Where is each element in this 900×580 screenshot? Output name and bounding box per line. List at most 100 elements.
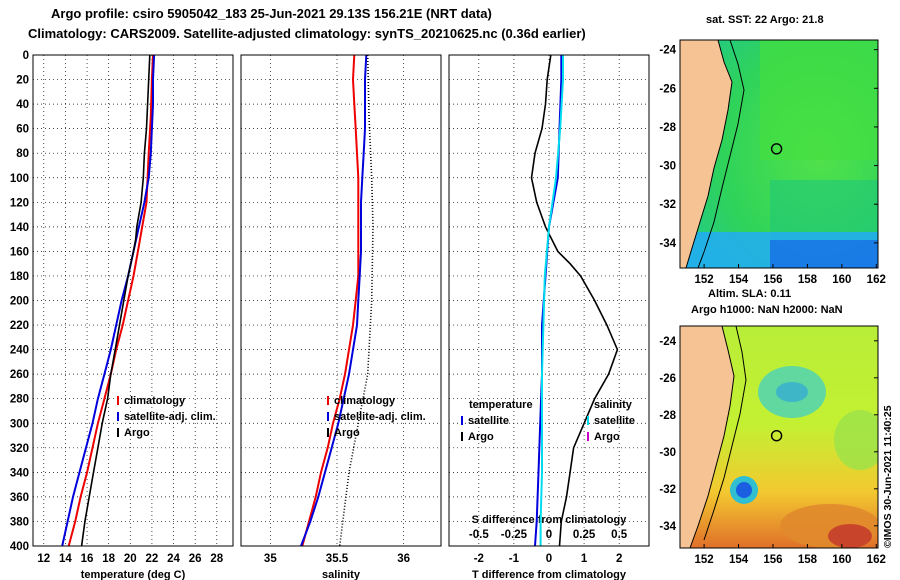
series-satellite-adj-clim- bbox=[61, 54, 156, 547]
y-tick-label: 320 bbox=[10, 443, 29, 455]
series-argo bbox=[338, 54, 374, 547]
y-tick-label: 260 bbox=[10, 369, 29, 381]
legend-heading-salinity: salinity bbox=[594, 399, 633, 411]
panel-frame bbox=[240, 54, 442, 547]
x-axis-label: temperature (deg C) bbox=[81, 569, 186, 580]
x-tick-label: 14 bbox=[59, 553, 72, 565]
legend-label: satellite-adj. clim. bbox=[124, 411, 216, 423]
map-lat-label: -28 bbox=[659, 122, 676, 134]
panel-frame bbox=[448, 54, 650, 547]
x-tick-label: 18 bbox=[102, 553, 115, 565]
x2-tick-label: 0 bbox=[546, 529, 552, 541]
x-tick-label: 16 bbox=[81, 553, 94, 565]
profile-panels: 12 14 16 18 20 22 24 26 280204060801001201401601… bbox=[10, 50, 650, 580]
map-lon-label: 158 bbox=[798, 274, 818, 286]
y-tick-label: 120 bbox=[10, 197, 29, 209]
sla-map-title: Altim. SLA: 0.11 bbox=[708, 288, 791, 300]
sla-map-subtitle: Argo h1000: NaN h2000: NaN bbox=[691, 304, 843, 316]
map-lon-label: 152 bbox=[695, 554, 714, 566]
sst-map-frame bbox=[679, 39, 879, 269]
sst-map: sat. SST: 22 Argo: 21.8 152 154 156 158 160 1… bbox=[659, 14, 885, 286]
map-lon-label: 152 bbox=[695, 274, 714, 286]
sla-map-frame bbox=[679, 325, 879, 549]
y-tick-label: 140 bbox=[10, 222, 29, 234]
x2-tick-label: -0.5 bbox=[469, 529, 489, 541]
series-climatology bbox=[301, 54, 360, 547]
x-tick-label: 2 bbox=[616, 553, 622, 565]
map-lon-label: 154 bbox=[729, 554, 749, 566]
y-tick-label: 60 bbox=[16, 124, 29, 136]
map-lon-label: 160 bbox=[832, 274, 851, 286]
y-tick-label: 40 bbox=[16, 99, 29, 111]
map-lat-label: -24 bbox=[659, 45, 676, 57]
legend-label: Argo bbox=[334, 427, 360, 439]
y-tick-label: 220 bbox=[10, 320, 29, 332]
legend-label: Argo bbox=[124, 427, 150, 439]
map-lon-label: 156 bbox=[763, 554, 782, 566]
map-lat-label: -32 bbox=[659, 199, 676, 211]
x-tick-label: 35.5 bbox=[326, 553, 349, 565]
map-lat-label: -30 bbox=[659, 447, 676, 459]
sst-land bbox=[680, 40, 732, 268]
map-lon-label: 162 bbox=[867, 274, 886, 286]
y-tick-label: 340 bbox=[10, 467, 29, 479]
sla-map: Altim. SLA: 0.11 Argo h1000: NaN h2000: … bbox=[659, 288, 886, 566]
x-tick-label: 35 bbox=[264, 553, 277, 565]
x-tick-label: 26 bbox=[189, 553, 202, 565]
legend-label: climatology bbox=[334, 395, 396, 407]
x-tick-label: 36 bbox=[397, 553, 410, 565]
map-lat-label: -34 bbox=[659, 238, 676, 250]
legend-label-temperature: satellite bbox=[468, 415, 509, 427]
map-lat-label: -24 bbox=[659, 336, 676, 348]
y-tick-label: 20 bbox=[16, 75, 29, 87]
x2-tick-label: -0.25 bbox=[501, 529, 528, 541]
x-axis-label: T difference from climatology bbox=[472, 569, 627, 580]
x2-tick-label: 0.25 bbox=[573, 529, 596, 541]
y-tick-label: 80 bbox=[16, 148, 29, 160]
map-lon-label: 158 bbox=[798, 554, 818, 566]
y-tick-label: 160 bbox=[10, 246, 29, 258]
x-tick-label: -2 bbox=[474, 553, 484, 565]
x-tick-label: 24 bbox=[167, 553, 180, 565]
legend-label: climatology bbox=[124, 395, 186, 407]
legend-label-temperature: Argo bbox=[468, 431, 494, 443]
panel-difference-from-climatology: -2 -1 0 1 2 -0.5 -0.25 0 0.25 0.5 S difference fro… bbox=[448, 54, 650, 580]
y-tick-label: 300 bbox=[10, 418, 29, 430]
x-tick-label: -1 bbox=[509, 553, 520, 565]
map-lon-label: 154 bbox=[729, 274, 749, 286]
map-lon-label: 160 bbox=[832, 554, 851, 566]
figure-title-line1: Argo profile: csiro 5905042_183 25-Jun-2… bbox=[51, 6, 492, 21]
map-lat-label: -32 bbox=[659, 484, 676, 496]
y-tick-label: 0 bbox=[23, 50, 29, 62]
legend-label-salinity: Argo bbox=[594, 431, 620, 443]
map-lon-label: 162 bbox=[867, 554, 886, 566]
y-tick-label: 180 bbox=[10, 271, 29, 283]
panel-temperature: 12 14 16 18 20 22 24 26 280204060801001201401601… bbox=[10, 50, 234, 580]
y-tick-label: 380 bbox=[10, 516, 29, 528]
y-tick-label: 200 bbox=[10, 296, 29, 308]
panel-frame bbox=[32, 54, 234, 547]
series-s-satellite bbox=[539, 55, 564, 546]
map-lat-label: -34 bbox=[659, 521, 676, 533]
sst-argo-location-marker bbox=[770, 143, 783, 155]
x2-axis-label: S difference from climatology bbox=[472, 514, 628, 526]
y-tick-label: 280 bbox=[10, 394, 29, 406]
sla-land bbox=[680, 326, 734, 548]
sst-coastline bbox=[685, 40, 733, 268]
legend-label: satellite-adj. clim. bbox=[334, 411, 426, 423]
y-tick-label: 240 bbox=[10, 345, 29, 357]
x-tick-label: 20 bbox=[124, 553, 137, 565]
series-satellite-adj-clim- bbox=[300, 54, 368, 547]
legend-heading-temperature: temperature bbox=[469, 399, 533, 411]
map-lat-label: -28 bbox=[659, 410, 676, 422]
sla-coastline bbox=[689, 326, 735, 548]
legend-label-salinity: satellite bbox=[594, 415, 635, 427]
map-lat-label: -26 bbox=[659, 373, 676, 385]
series-climatology bbox=[67, 54, 154, 547]
x-axis-label: salinity bbox=[322, 569, 361, 580]
x-tick-label: 28 bbox=[210, 553, 223, 565]
series-t-argo bbox=[530, 54, 619, 547]
x2-tick-label: 0.5 bbox=[611, 529, 628, 541]
y-tick-label: 400 bbox=[10, 541, 29, 553]
